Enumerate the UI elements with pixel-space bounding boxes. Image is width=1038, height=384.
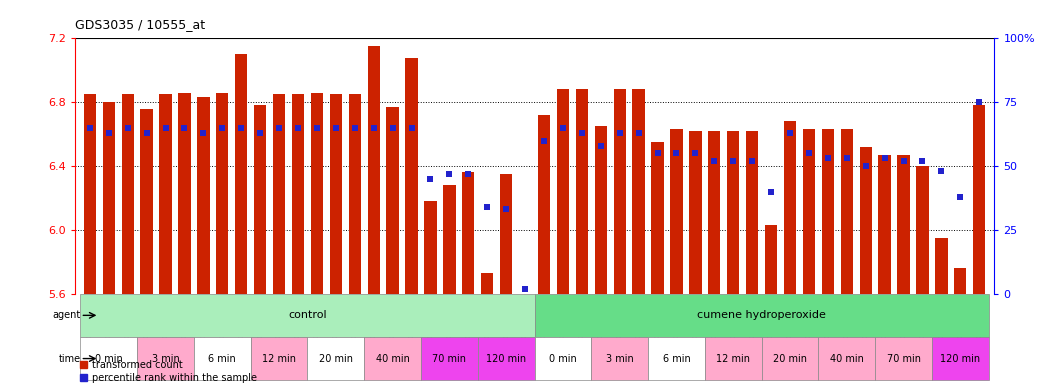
Bar <box>307 337 364 380</box>
Text: 120 min: 120 min <box>940 354 981 364</box>
Legend: transformed count, percentile rank within the sample: transformed count, percentile rank withi… <box>80 360 257 383</box>
Bar <box>535 337 592 380</box>
Bar <box>613 89 626 294</box>
Bar <box>818 337 875 380</box>
Bar <box>935 238 948 294</box>
Bar <box>535 294 989 337</box>
Bar <box>349 94 361 294</box>
Bar <box>443 185 456 294</box>
Text: agent: agent <box>52 310 80 320</box>
Bar <box>160 94 171 294</box>
Text: 20 min: 20 min <box>773 354 807 364</box>
Bar <box>576 89 589 294</box>
Bar <box>80 337 137 380</box>
Bar <box>973 106 985 294</box>
Bar <box>671 129 683 294</box>
Bar <box>932 337 989 380</box>
Text: 120 min: 120 min <box>486 354 526 364</box>
Bar <box>425 201 437 294</box>
Bar <box>802 129 815 294</box>
Text: 0 min: 0 min <box>94 354 122 364</box>
Text: 40 min: 40 min <box>376 354 410 364</box>
Text: cumene hydroperoxide: cumene hydroperoxide <box>698 310 826 320</box>
Bar <box>595 126 607 294</box>
Bar <box>254 106 267 294</box>
Bar <box>556 89 569 294</box>
Bar <box>367 46 380 294</box>
Text: 3 min: 3 min <box>606 354 633 364</box>
Bar <box>121 94 134 294</box>
Bar <box>481 273 493 294</box>
Bar <box>592 337 648 380</box>
Bar <box>648 337 705 380</box>
Text: 12 min: 12 min <box>263 354 296 364</box>
Text: time: time <box>58 354 80 364</box>
Bar <box>364 337 421 380</box>
Bar <box>917 166 929 294</box>
Text: 12 min: 12 min <box>716 354 750 364</box>
Bar <box>538 115 550 294</box>
Bar <box>705 337 762 380</box>
Bar <box>194 337 251 380</box>
Text: 70 min: 70 min <box>433 354 466 364</box>
Bar <box>746 131 759 294</box>
Bar <box>477 337 535 380</box>
Bar <box>80 294 535 337</box>
Text: 0 min: 0 min <box>549 354 577 364</box>
Bar <box>179 93 191 294</box>
Bar <box>727 131 739 294</box>
Bar <box>310 93 323 294</box>
Bar <box>689 131 702 294</box>
Bar <box>462 172 474 294</box>
Bar <box>652 142 663 294</box>
Bar <box>875 337 932 380</box>
Text: 3 min: 3 min <box>152 354 180 364</box>
Bar <box>137 337 194 380</box>
Bar <box>822 129 834 294</box>
Bar <box>140 109 153 294</box>
Bar <box>784 121 796 294</box>
Bar <box>500 174 513 294</box>
Bar <box>859 147 872 294</box>
Text: control: control <box>289 310 327 320</box>
Text: GDS3035 / 10555_at: GDS3035 / 10555_at <box>75 18 204 31</box>
Text: 40 min: 40 min <box>829 354 864 364</box>
Text: 20 min: 20 min <box>319 354 353 364</box>
Bar <box>632 89 645 294</box>
Bar <box>841 129 853 294</box>
Bar <box>878 155 891 294</box>
Text: 6 min: 6 min <box>209 354 237 364</box>
Bar <box>765 225 777 294</box>
Bar <box>421 337 477 380</box>
Bar <box>386 107 399 294</box>
Bar <box>236 55 247 294</box>
Bar <box>251 337 307 380</box>
Bar <box>898 155 909 294</box>
Bar <box>273 94 285 294</box>
Bar <box>84 94 97 294</box>
Bar <box>762 337 818 380</box>
Text: 6 min: 6 min <box>662 354 690 364</box>
Bar <box>330 94 343 294</box>
Bar <box>292 94 304 294</box>
Bar <box>708 131 720 294</box>
Bar <box>197 98 210 294</box>
Text: 70 min: 70 min <box>886 354 921 364</box>
Bar <box>406 58 417 294</box>
Bar <box>954 268 966 294</box>
Bar <box>103 102 115 294</box>
Bar <box>216 93 228 294</box>
